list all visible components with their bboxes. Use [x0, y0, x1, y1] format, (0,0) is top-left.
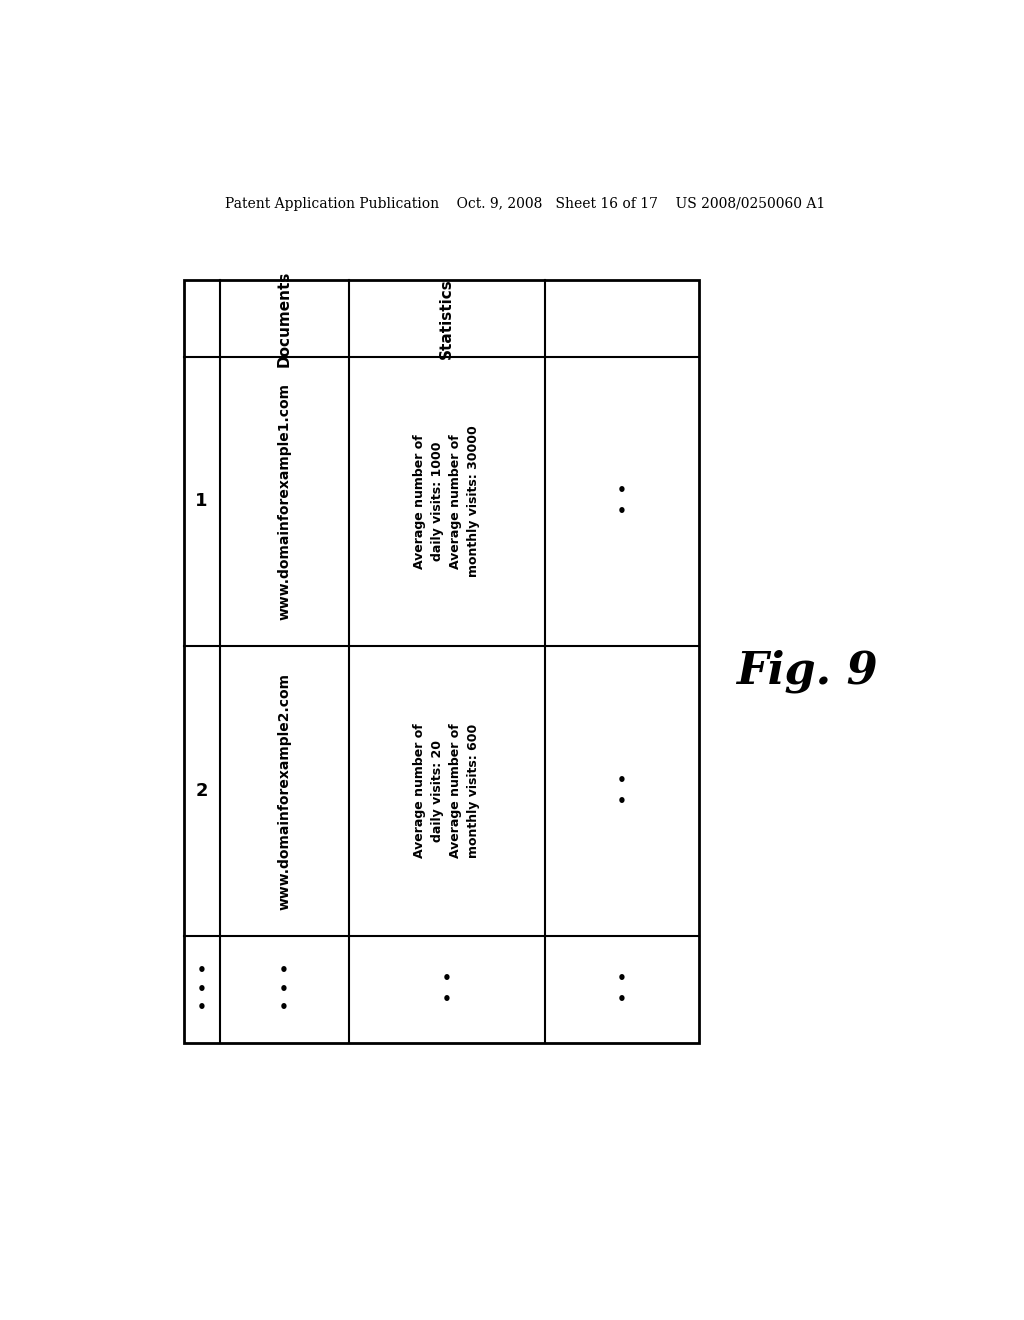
Text: 1: 1 [196, 492, 208, 511]
Text: •
•: • • [617, 972, 627, 1007]
Text: •
•
•: • • • [280, 964, 289, 1015]
Bar [183, 280, 699, 1043]
Text: •
•: • • [617, 483, 627, 520]
Text: Patent Application Publication    Oct. 9, 2008   Sheet 16 of 17    US 2008/02500: Patent Application Publication Oct. 9, 2… [224, 197, 825, 211]
Text: Average number of
daily visits: 20
Average number of
monthly visits: 600: Average number of daily visits: 20 Avera… [413, 723, 480, 858]
Text: www.domainforexample2.com: www.domainforexample2.com [278, 673, 291, 909]
Text: www.domainforexample1.com: www.domainforexample1.com [278, 383, 291, 620]
Text: •
•: • • [617, 774, 627, 809]
Text: Fig. 9: Fig. 9 [735, 649, 878, 693]
Text: Documents: Documents [276, 271, 292, 367]
Text: •
•: • • [441, 972, 452, 1007]
Text: Average number of
daily visits: 1000
Average number of
monthly visits: 30000: Average number of daily visits: 1000 Ave… [413, 425, 480, 577]
Text: Statistics: Statistics [439, 279, 454, 359]
Text: •
•
•: • • • [197, 964, 207, 1015]
Text: 2: 2 [196, 783, 208, 800]
